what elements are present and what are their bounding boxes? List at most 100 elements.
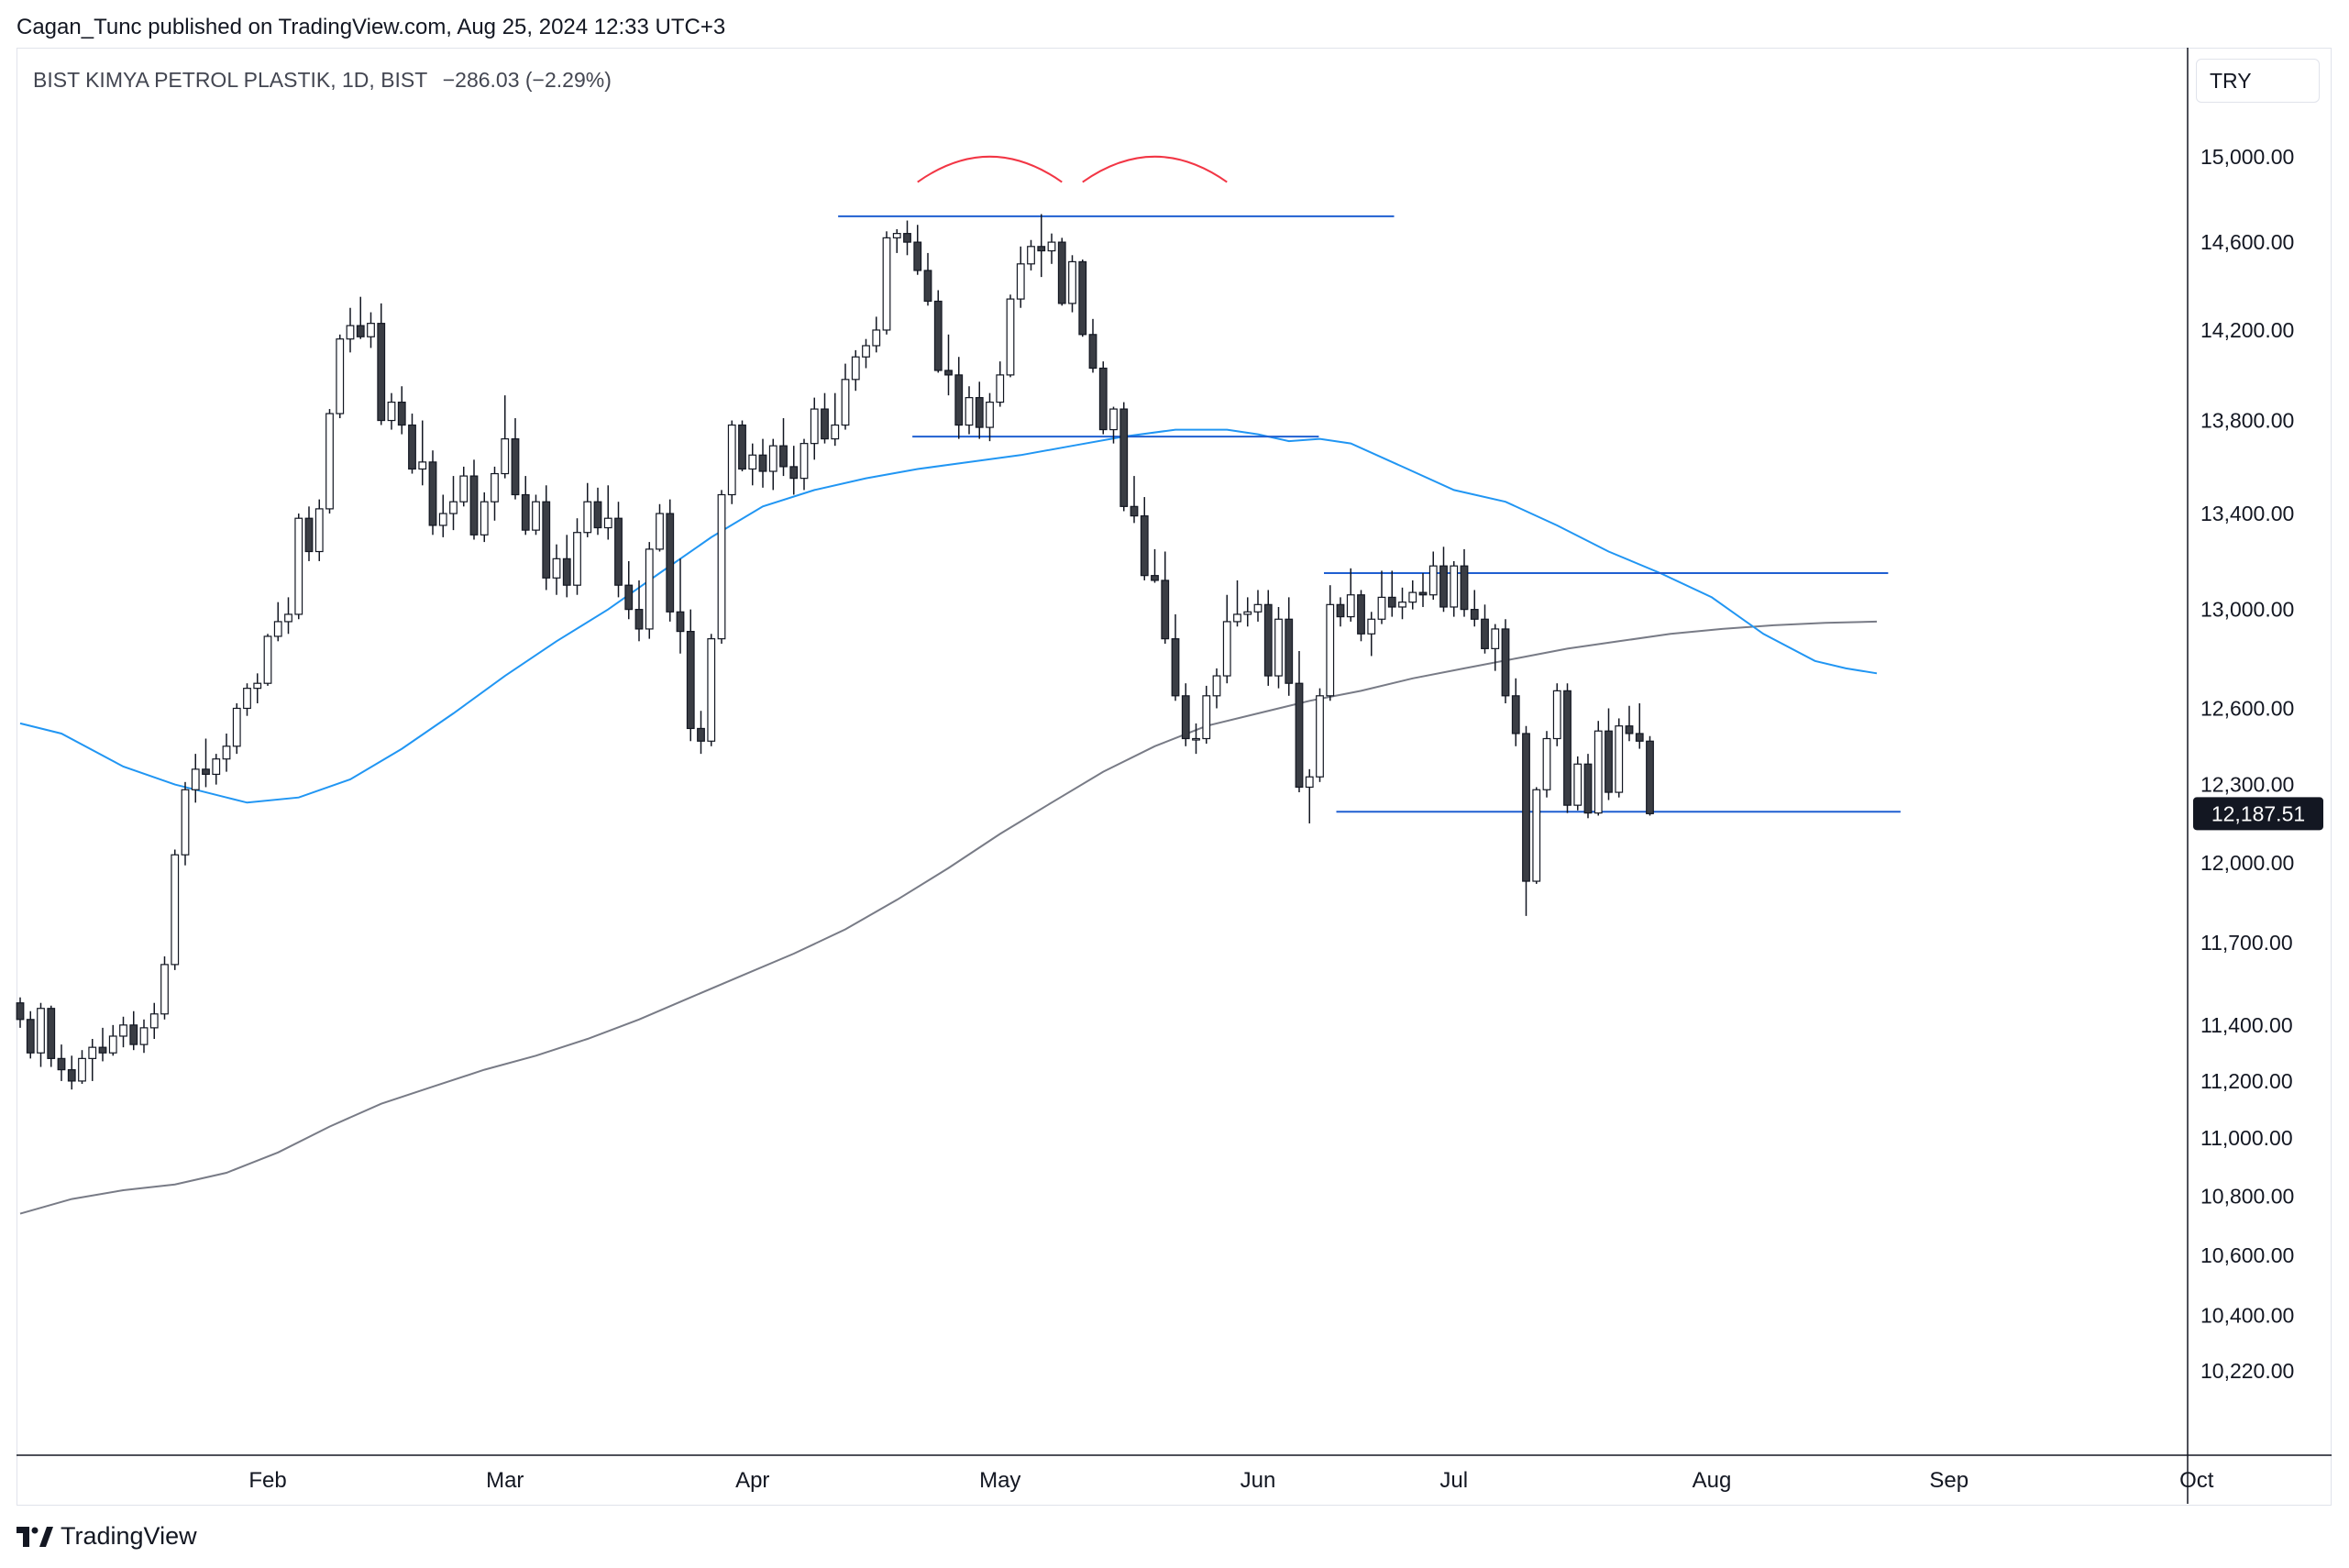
candle — [831, 392, 840, 447]
candle-body-down — [1119, 408, 1129, 507]
candle-body-up — [367, 323, 375, 337]
candle — [521, 476, 530, 536]
price-tick-label: 11,000.00 — [2200, 1126, 2293, 1150]
candle-body-down — [666, 513, 675, 613]
candle — [1336, 597, 1345, 627]
candle-body-up — [965, 397, 974, 426]
candle-body-up — [841, 379, 850, 426]
candle-body-up — [552, 558, 561, 579]
candle-body-up — [171, 854, 180, 966]
candle-body-up — [438, 513, 447, 526]
candle — [459, 466, 469, 507]
candle-body-down — [913, 241, 922, 271]
candle — [222, 733, 231, 772]
candle — [336, 334, 345, 419]
time-tick-label: Oct — [2179, 1468, 2214, 1493]
candle — [1119, 402, 1129, 512]
candle — [666, 499, 675, 622]
candle-body-up — [160, 964, 169, 1015]
candle-body-up — [501, 438, 510, 475]
time-tick-label: Apr — [735, 1468, 769, 1493]
candle-body-up — [1346, 594, 1355, 618]
candle — [37, 1002, 45, 1067]
candle-body-up — [1377, 596, 1386, 620]
candle-body-up — [1450, 565, 1459, 608]
candle-body-down — [1357, 594, 1365, 635]
candle-body-down — [1263, 603, 1273, 677]
candle — [717, 490, 726, 644]
candle — [707, 634, 716, 746]
candle — [243, 683, 251, 716]
candle-body-down — [408, 424, 416, 470]
candle — [933, 290, 943, 373]
candle-body-up — [1243, 611, 1252, 615]
last-price-marker[interactable]: 12,187.51 — [2193, 797, 2323, 831]
candle — [892, 228, 901, 253]
candle — [1027, 239, 1035, 271]
candle — [1243, 597, 1252, 627]
footer-brand[interactable]: TradingView — [17, 1522, 197, 1551]
candle-body-up — [768, 445, 777, 472]
candle — [676, 558, 685, 654]
candle-body-up — [1253, 603, 1263, 613]
candle-body-down — [542, 501, 551, 579]
candle-body-up — [986, 402, 994, 428]
candle-body-up — [1615, 725, 1624, 793]
candle — [491, 466, 499, 521]
candle — [253, 673, 262, 704]
candle — [1222, 594, 1231, 684]
candle — [624, 560, 634, 620]
candle-body-up — [1305, 776, 1314, 789]
candle-body-up — [449, 501, 458, 514]
candle — [1192, 723, 1200, 755]
candle-body-down — [1646, 740, 1654, 814]
candle — [232, 703, 241, 755]
candle — [1625, 705, 1634, 742]
tradingview-logo-icon — [17, 1526, 53, 1547]
candle-body-down — [1625, 725, 1634, 734]
candle — [16, 997, 25, 1028]
candle — [903, 220, 911, 256]
candle — [1316, 688, 1324, 782]
candle-body-down — [397, 402, 406, 426]
candle — [1088, 318, 1097, 373]
last-price-bg — [2193, 797, 2323, 831]
candle — [1408, 580, 1417, 610]
candle — [108, 1024, 117, 1056]
candle-body-down — [1563, 690, 1572, 806]
candle — [119, 1016, 127, 1048]
candle — [1583, 754, 1593, 819]
candle-body-down — [1130, 505, 1139, 517]
brand-name: TradingView — [61, 1522, 197, 1550]
candle — [851, 349, 860, 392]
candle-body-down — [1470, 609, 1479, 620]
candle-body-up — [480, 501, 489, 536]
candle — [779, 418, 788, 477]
candle-body-up — [1573, 763, 1583, 806]
candle-body-down — [1501, 628, 1510, 697]
candle-body-down — [469, 475, 479, 536]
candle-body-down — [47, 1008, 56, 1059]
price-tick-label: 10,400.00 — [2200, 1304, 2294, 1328]
candle-body-up — [212, 758, 221, 776]
candle-body-up — [108, 1035, 117, 1054]
candle-body-up — [656, 513, 664, 550]
candle-body-down — [903, 233, 911, 243]
candle — [469, 459, 479, 540]
price-tick-label: 10,220.00 — [2200, 1359, 2294, 1383]
candle — [748, 443, 757, 486]
time-tick-label: Feb — [248, 1468, 286, 1493]
candle — [314, 499, 324, 561]
candle — [501, 395, 510, 479]
candle-body-down — [1635, 733, 1644, 742]
currency-selector[interactable]: TRY — [2196, 59, 2320, 103]
candle — [1542, 731, 1551, 798]
candle-body-down — [933, 300, 943, 371]
candle-body-up — [872, 329, 881, 347]
candle — [986, 392, 994, 442]
candle-body-down — [738, 424, 746, 470]
candle — [511, 418, 520, 500]
publisher-caption: Cagan_Tunc published on TradingView.com,… — [17, 15, 726, 39]
price-tick-label: 10,600.00 — [2200, 1243, 2294, 1267]
